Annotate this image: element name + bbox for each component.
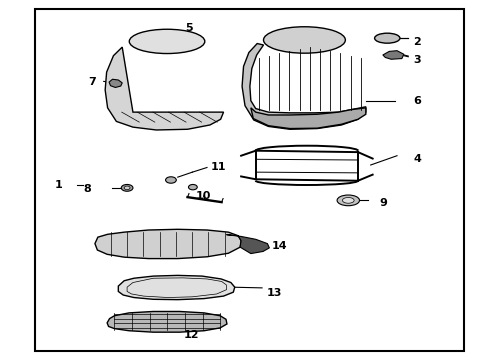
Text: 4: 4 [413, 154, 421, 163]
Polygon shape [95, 229, 241, 258]
Text: 9: 9 [379, 198, 387, 208]
Text: 2: 2 [413, 37, 421, 48]
Text: 12: 12 [184, 330, 199, 341]
Text: 13: 13 [267, 288, 282, 297]
Text: 7: 7 [89, 77, 97, 87]
Ellipse shape [264, 27, 345, 53]
Polygon shape [242, 44, 366, 129]
Ellipse shape [121, 184, 133, 191]
Polygon shape [105, 47, 223, 130]
Ellipse shape [189, 184, 197, 190]
Polygon shape [118, 275, 235, 300]
Text: 5: 5 [185, 23, 193, 33]
Polygon shape [251, 108, 366, 129]
Text: 1: 1 [54, 180, 62, 190]
Bar [35, 9, 464, 351]
Ellipse shape [129, 29, 205, 54]
Text: 8: 8 [84, 184, 92, 194]
Ellipse shape [337, 195, 360, 206]
Polygon shape [226, 235, 270, 253]
Text: 10: 10 [196, 191, 211, 201]
Polygon shape [109, 79, 122, 87]
Text: 14: 14 [272, 241, 288, 251]
Ellipse shape [124, 186, 130, 190]
Ellipse shape [343, 198, 354, 203]
Polygon shape [107, 311, 227, 332]
Polygon shape [383, 51, 404, 59]
Text: 3: 3 [413, 55, 421, 65]
Text: 6: 6 [413, 96, 421, 107]
Ellipse shape [374, 33, 400, 43]
Text: 11: 11 [210, 162, 226, 172]
Ellipse shape [166, 177, 176, 183]
